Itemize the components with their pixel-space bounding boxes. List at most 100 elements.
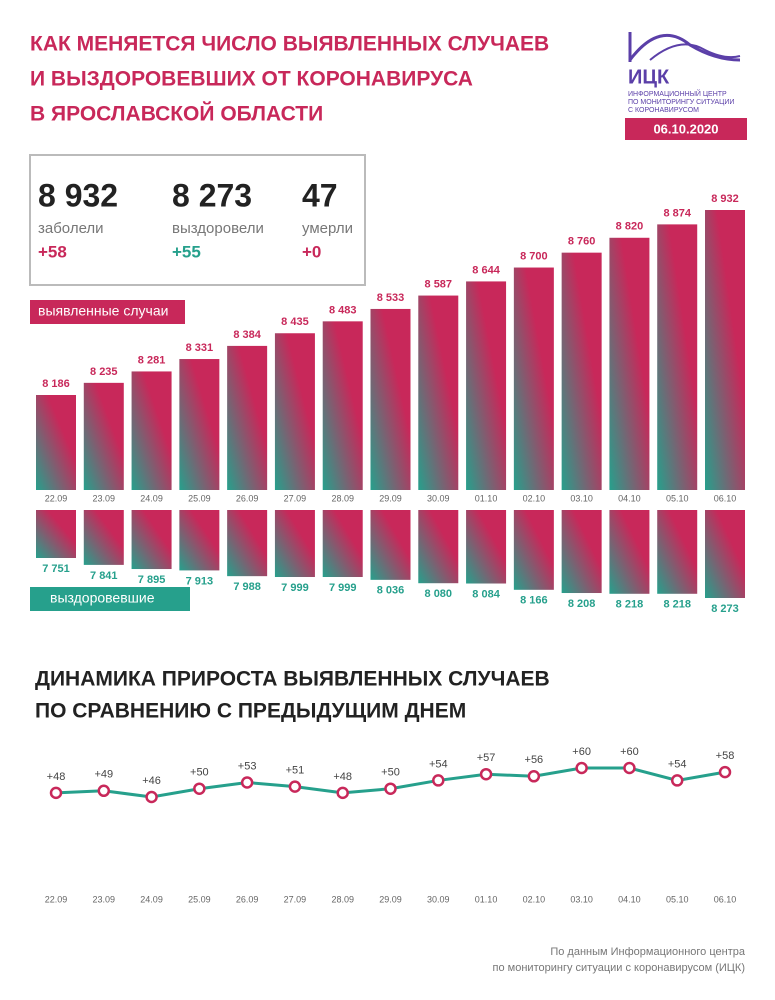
x-tick-label: 23.09 xyxy=(93,894,116,904)
value-label: 8 533 xyxy=(377,292,405,304)
logo: ИЦК ИНФОРМАЦИОННЫЙ ЦЕНТР ПО МОНИТОРИНГУ … xyxy=(628,32,741,114)
value-label: +53 xyxy=(238,760,257,772)
value-label: +50 xyxy=(381,767,400,779)
x-tick-label: 25.09 xyxy=(188,493,211,503)
marker xyxy=(288,780,302,793)
line-title: ДИНАМИКА ПРИРОСТА ВЫЯВЛЕННЫХ СЛУЧАЕВ xyxy=(35,668,550,691)
bar xyxy=(227,510,268,577)
value-label: +56 xyxy=(525,754,544,766)
stat-value: 8 932 xyxy=(38,177,118,213)
value-label: +49 xyxy=(94,769,113,781)
bar xyxy=(418,510,459,584)
marker xyxy=(145,790,158,804)
logo-text: ИЦК xyxy=(628,66,670,88)
value-label: 8 218 xyxy=(663,599,691,611)
marker xyxy=(49,786,63,800)
x-tick-label: 04.10 xyxy=(618,894,641,904)
bar xyxy=(179,510,220,571)
marker xyxy=(193,782,206,795)
bar xyxy=(466,281,507,490)
value-label: +48 xyxy=(47,771,66,783)
bar xyxy=(131,371,172,490)
x-tick-label: 30.09 xyxy=(427,493,450,503)
bar xyxy=(609,237,650,490)
value-label: 8 932 xyxy=(711,193,739,205)
stat-label: выздоровели xyxy=(172,220,264,237)
date: 06.10.2020 xyxy=(653,121,718,136)
value-label: 8 874 xyxy=(663,207,691,219)
value-label: 8 483 xyxy=(329,304,357,316)
line-title: ПО СРАВНЕНИЮ С ПРЕДЫДУЩИМ ДНЕМ xyxy=(35,700,466,723)
marker xyxy=(575,761,588,775)
x-tick-label: 02.10 xyxy=(523,894,546,904)
stats-box xyxy=(29,154,366,286)
x-tick-label: 28.09 xyxy=(331,493,354,503)
x-tick-label: 01.10 xyxy=(475,894,498,904)
value-label: +57 xyxy=(477,752,496,764)
x-tick-label: 22.09 xyxy=(45,894,68,904)
value-label: 8 760 xyxy=(568,236,596,248)
x-tick-label: 28.09 xyxy=(331,894,354,904)
value-label: +60 xyxy=(620,746,639,758)
x-tick-label: 05.10 xyxy=(666,493,689,503)
marker xyxy=(97,784,111,798)
value-label: +58 xyxy=(716,750,735,762)
value-label: +54 xyxy=(668,758,687,770)
x-tick-label: 03.10 xyxy=(570,493,593,503)
value-label: 7 895 xyxy=(138,574,166,586)
title-line: И ВЫЗДОРОВЕВШИХ ОТ КОРОНАВИРУСА xyxy=(30,68,473,91)
bar xyxy=(274,333,315,490)
stat-change: +0 xyxy=(302,242,321,261)
legend-label: выздоровевшие xyxy=(50,590,155,606)
marker xyxy=(479,767,493,781)
value-label: 7 751 xyxy=(42,563,70,575)
bar xyxy=(131,510,172,570)
x-tick-label: 04.10 xyxy=(618,493,641,503)
marker xyxy=(384,782,397,795)
value-label: 8 036 xyxy=(377,585,405,597)
title-line: В ЯРОСЛАВСКОЙ ОБЛАСТИ xyxy=(30,102,323,126)
marker xyxy=(336,786,349,800)
bar xyxy=(466,510,507,584)
x-tick-label: 05.10 xyxy=(666,894,689,904)
x-tick-label: 23.09 xyxy=(93,493,116,503)
value-label: 7 988 xyxy=(233,581,261,593)
x-tick-label: 27.09 xyxy=(284,894,307,904)
x-tick-label: 30.09 xyxy=(427,894,450,904)
bar xyxy=(513,510,554,590)
bar xyxy=(705,210,745,490)
legend-box xyxy=(30,300,185,324)
bar xyxy=(274,510,315,578)
bar xyxy=(322,510,363,578)
value-label: 7 999 xyxy=(329,582,357,594)
bar xyxy=(657,510,698,594)
value-label: +51 xyxy=(286,765,305,777)
x-tick-label: 27.09 xyxy=(284,493,307,503)
value-label: 8 186 xyxy=(42,378,70,390)
stat-change: +55 xyxy=(172,242,201,261)
bar xyxy=(705,510,745,598)
x-tick-label: 01.10 xyxy=(475,493,498,503)
marker xyxy=(718,765,732,779)
value-label: 8 644 xyxy=(472,264,500,276)
value-label: +46 xyxy=(142,775,161,787)
marker xyxy=(623,761,636,775)
x-tick-label: 26.09 xyxy=(236,894,259,904)
bar xyxy=(179,359,220,490)
value-label: 8 080 xyxy=(425,588,453,600)
value-label: 8 587 xyxy=(425,278,453,290)
value-label: +50 xyxy=(190,767,209,779)
value-label: 8 281 xyxy=(138,354,166,366)
value-label: 8 218 xyxy=(616,599,644,611)
x-tick-label: 26.09 xyxy=(236,493,259,503)
bar xyxy=(418,295,459,490)
bar xyxy=(561,252,602,490)
bar xyxy=(36,395,76,490)
legend-box xyxy=(30,587,190,611)
stat-change: +58 xyxy=(38,242,67,261)
x-tick-label: 25.09 xyxy=(188,894,211,904)
value-label: +48 xyxy=(333,771,352,783)
value-label: 8 384 xyxy=(233,329,261,341)
x-tick-label: 06.10 xyxy=(714,493,737,503)
